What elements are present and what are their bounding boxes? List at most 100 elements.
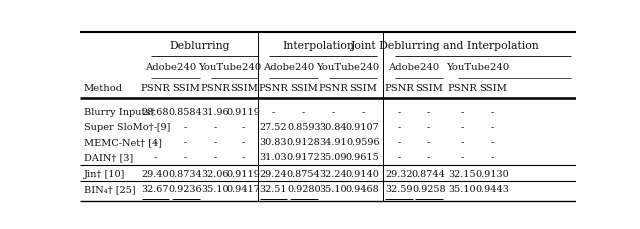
Text: Adobe240: Adobe240 [145, 63, 196, 72]
Text: PSNR: PSNR [200, 84, 230, 93]
Text: DAIN† [3]: DAIN† [3] [84, 153, 133, 162]
Text: 0.9172: 0.9172 [287, 153, 321, 162]
Text: -: - [460, 153, 463, 162]
Text: 0.9128: 0.9128 [287, 138, 321, 147]
Text: PSNR: PSNR [319, 84, 348, 93]
Text: SSIM: SSIM [479, 84, 507, 93]
Text: 0.9107: 0.9107 [346, 123, 380, 132]
Text: 0.9417: 0.9417 [227, 185, 260, 194]
Text: -: - [213, 138, 216, 147]
Text: 35.10: 35.10 [448, 185, 476, 194]
Text: 29.40: 29.40 [141, 170, 169, 179]
Text: 0.9119: 0.9119 [227, 170, 260, 179]
Text: -: - [302, 108, 305, 117]
Text: -: - [427, 123, 430, 132]
Text: -: - [184, 153, 188, 162]
Text: 0.9443: 0.9443 [476, 185, 509, 194]
Text: MEMC-Net† [4]: MEMC-Net† [4] [84, 138, 162, 147]
Text: 27.52: 27.52 [260, 123, 287, 132]
Text: SSIM: SSIM [172, 84, 200, 93]
Text: 0.8734: 0.8734 [169, 170, 202, 179]
Text: 29.24: 29.24 [260, 170, 287, 179]
Text: Jin† [10]: Jin† [10] [84, 170, 125, 179]
Text: 0.8744: 0.8744 [412, 170, 445, 179]
Text: -: - [460, 138, 463, 147]
Text: 0.8593: 0.8593 [287, 123, 321, 132]
Text: 0.9615: 0.9615 [346, 153, 380, 162]
Text: -: - [491, 138, 494, 147]
Text: 0.9119: 0.9119 [227, 108, 260, 117]
Text: Method: Method [84, 84, 123, 93]
Text: PSNR: PSNR [259, 84, 289, 93]
Text: -: - [242, 138, 245, 147]
Text: 28.68: 28.68 [141, 108, 169, 117]
Text: -: - [361, 108, 364, 117]
Text: 31.03: 31.03 [260, 153, 287, 162]
Text: -: - [154, 138, 157, 147]
Text: Joint Deblurring and Interpolation: Joint Deblurring and Interpolation [351, 41, 540, 51]
Text: -: - [332, 108, 335, 117]
Text: 35.10: 35.10 [201, 185, 228, 194]
Text: -: - [184, 138, 188, 147]
Text: 0.9280: 0.9280 [287, 185, 321, 194]
Text: -: - [184, 123, 188, 132]
Text: 0.9258: 0.9258 [412, 185, 445, 194]
Text: -: - [397, 138, 401, 147]
Text: Deblurring: Deblurring [170, 41, 230, 51]
Text: -: - [460, 108, 463, 117]
Text: 0.8754: 0.8754 [287, 170, 321, 179]
Text: 32.51: 32.51 [260, 185, 287, 194]
Text: -: - [213, 123, 216, 132]
Text: YouTube240: YouTube240 [316, 63, 380, 72]
Text: Adobe240: Adobe240 [388, 63, 440, 72]
Text: PSNR: PSNR [384, 84, 414, 93]
Text: 34.91: 34.91 [319, 138, 348, 147]
Text: SSIM: SSIM [415, 84, 443, 93]
Text: -: - [427, 108, 430, 117]
Text: 30.84: 30.84 [319, 123, 348, 132]
Text: -: - [242, 153, 245, 162]
Text: -: - [397, 108, 401, 117]
Text: SSIM: SSIM [349, 84, 377, 93]
Text: YouTube240: YouTube240 [445, 63, 509, 72]
Text: PSNR: PSNR [447, 84, 477, 93]
Text: -: - [397, 153, 401, 162]
Text: Blurry Inputs†: Blurry Inputs† [84, 108, 156, 117]
Text: 32.67: 32.67 [141, 185, 169, 194]
Text: -: - [213, 153, 216, 162]
Text: 0.8584: 0.8584 [169, 108, 202, 117]
Text: Interpolation: Interpolation [282, 41, 354, 51]
Text: -: - [397, 123, 401, 132]
Text: 0.9468: 0.9468 [346, 185, 380, 194]
Text: -: - [491, 153, 494, 162]
Text: 32.15: 32.15 [448, 170, 476, 179]
Text: -: - [154, 153, 157, 162]
Text: 0.9596: 0.9596 [346, 138, 380, 147]
Text: 35.10: 35.10 [319, 185, 348, 194]
Text: -: - [491, 123, 494, 132]
Text: SSIM: SSIM [230, 84, 258, 93]
Text: 0.9236: 0.9236 [169, 185, 202, 194]
Text: 32.06: 32.06 [201, 170, 228, 179]
Text: YouTube240: YouTube240 [198, 63, 261, 72]
Text: -: - [491, 108, 494, 117]
Text: SSIM: SSIM [290, 84, 317, 93]
Text: 0.9130: 0.9130 [476, 170, 509, 179]
Text: Super SloMo† [9]: Super SloMo† [9] [84, 123, 170, 132]
Text: 0.9140: 0.9140 [346, 170, 380, 179]
Text: 32.24: 32.24 [319, 170, 348, 179]
Text: 32.59: 32.59 [385, 185, 413, 194]
Text: 29.32: 29.32 [385, 170, 413, 179]
Text: -: - [427, 138, 430, 147]
Text: PSNR: PSNR [140, 84, 170, 93]
Text: -: - [460, 123, 463, 132]
Text: 31.96: 31.96 [201, 108, 228, 117]
Text: -: - [154, 123, 157, 132]
Text: 35.09: 35.09 [320, 153, 348, 162]
Text: Adobe240: Adobe240 [263, 63, 314, 72]
Text: BIN₄† [25]: BIN₄† [25] [84, 185, 136, 194]
Text: -: - [272, 108, 275, 117]
Text: -: - [427, 153, 430, 162]
Text: 30.83: 30.83 [260, 138, 287, 147]
Text: -: - [242, 123, 245, 132]
